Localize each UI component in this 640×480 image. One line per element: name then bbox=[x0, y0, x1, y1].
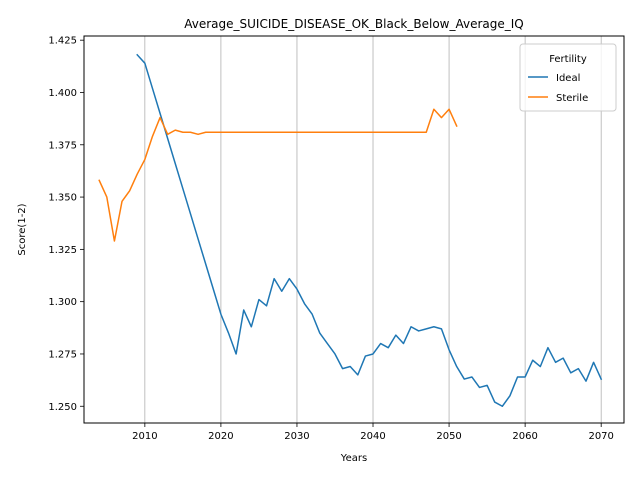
legend: Fertility Ideal Sterile bbox=[520, 44, 616, 111]
x-tick-label: 2050 bbox=[436, 431, 461, 442]
x-tick-label: 2020 bbox=[208, 431, 233, 442]
y-tick-label: 1.325 bbox=[48, 245, 77, 256]
x-tick-label: 2030 bbox=[284, 431, 309, 442]
x-tick-label: 2040 bbox=[360, 431, 385, 442]
y-axis-label: Score(1-2) bbox=[17, 203, 28, 255]
x-tick-label: 2070 bbox=[588, 431, 613, 442]
x-axis-label: Years bbox=[340, 453, 367, 464]
y-tick-label: 1.425 bbox=[48, 36, 77, 47]
x-tick-label: 2010 bbox=[132, 431, 157, 442]
legend-label-sterile: Sterile bbox=[556, 93, 588, 104]
chart-title: Average_SUICIDE_DISEASE_OK_Black_Below_A… bbox=[184, 17, 524, 31]
legend-label-ideal: Ideal bbox=[556, 73, 580, 84]
y-tick-label: 1.400 bbox=[48, 88, 77, 99]
legend-title: Fertility bbox=[549, 54, 587, 65]
y-tick-label: 1.375 bbox=[48, 140, 77, 151]
y-tick-label: 1.350 bbox=[48, 193, 77, 204]
y-tick-label: 1.275 bbox=[48, 349, 77, 360]
y-tick-label: 1.250 bbox=[48, 402, 77, 413]
x-tick-label: 2060 bbox=[512, 431, 537, 442]
y-tick-label: 1.300 bbox=[48, 297, 77, 308]
